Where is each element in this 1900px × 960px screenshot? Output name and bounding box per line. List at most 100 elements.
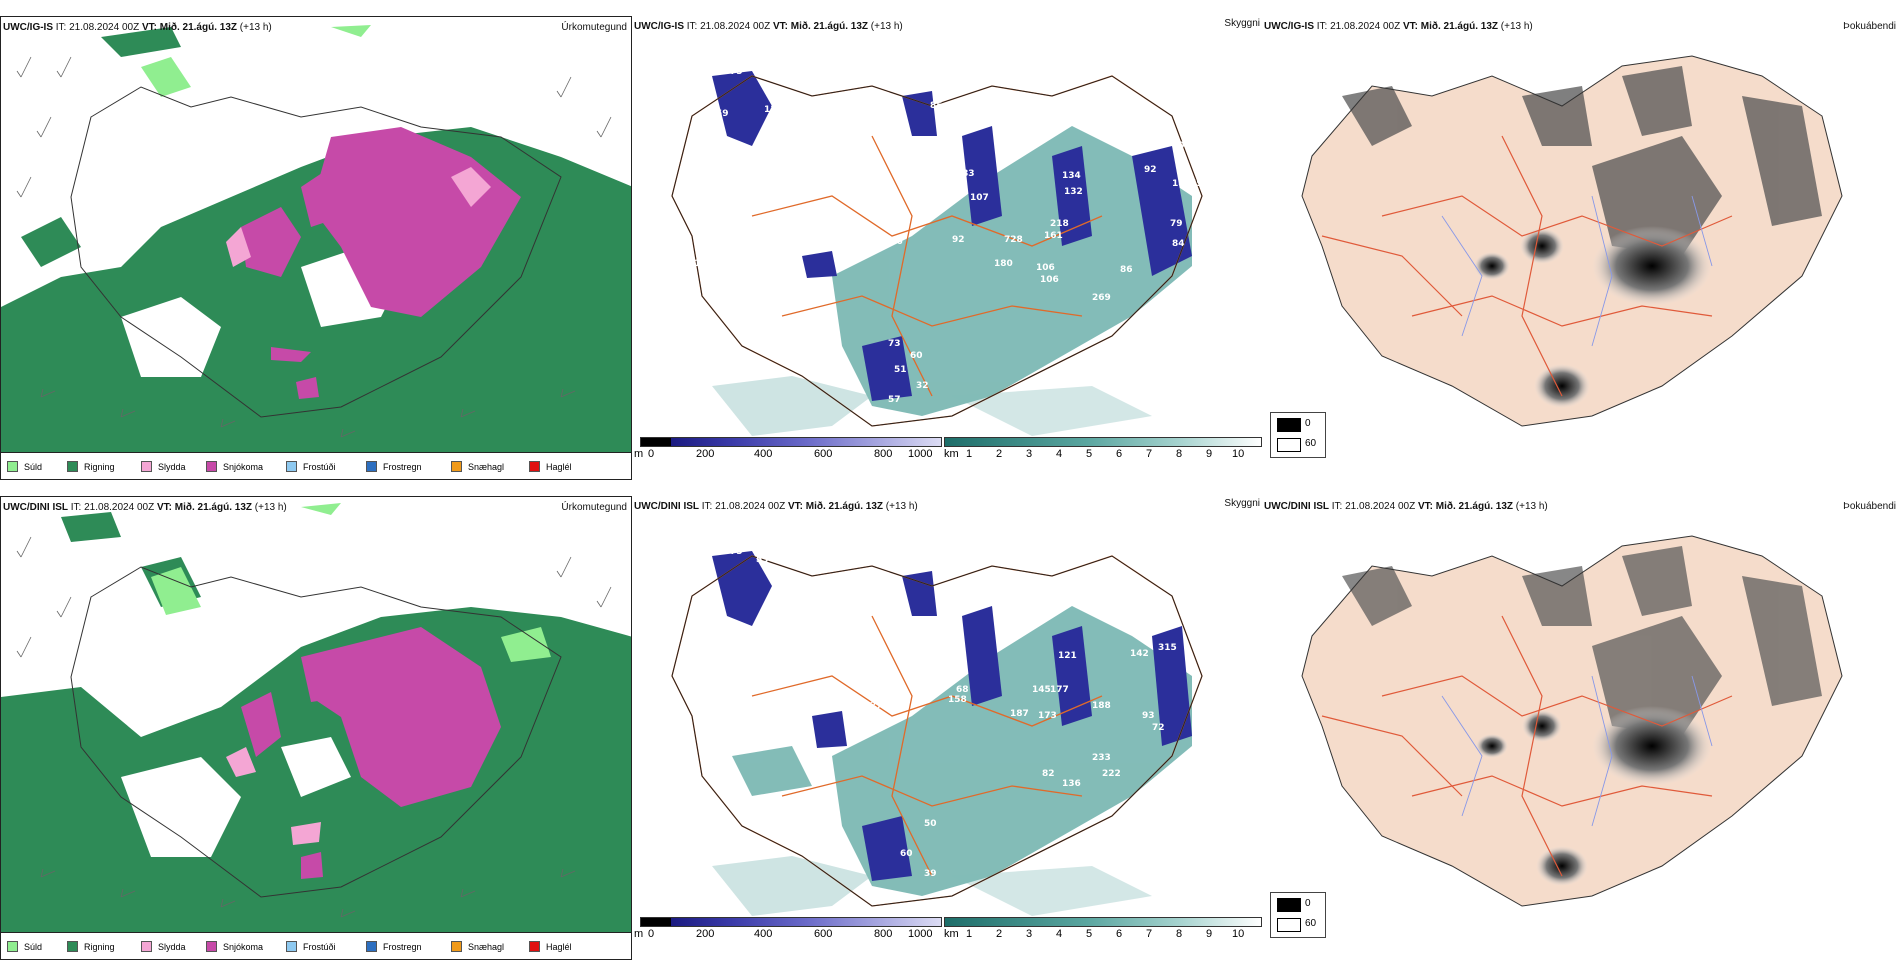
height-tick: 600 — [814, 928, 833, 940]
elevation-label: 101 — [784, 113, 803, 123]
legend-item: Frostúði — [286, 941, 336, 952]
vis-tick: 8 — [1176, 448, 1183, 460]
lead-time: (+13 h) — [239, 22, 272, 33]
legend-swatch — [206, 461, 217, 472]
vt-label: VT: — [156, 502, 172, 513]
legend-item: Snjókoma — [206, 941, 263, 952]
elevation-label: 92 — [1144, 165, 1157, 175]
legend-swatch — [7, 941, 18, 952]
precip-type-panel-top: UWC/IG-IS IT: 21.08.2024 00Z VT: Mið. 21… — [0, 16, 632, 480]
height-tick: 0 — [648, 448, 655, 460]
elevation-label: 92 — [952, 235, 965, 245]
elevation-label: 75 — [730, 67, 743, 77]
elevation-label: 53 — [756, 555, 769, 565]
elevation-label: 61 — [688, 259, 701, 269]
elevation-label: 50 — [924, 819, 937, 829]
elevation-label: 39 — [924, 869, 937, 879]
vt-value: Mið. 21.ágú. 13Z — [1435, 501, 1513, 512]
fog-legend: 0 60 — [1270, 892, 1326, 938]
height-tick: 600 — [814, 448, 833, 460]
panel-title: UWC/IG-IS IT: 21.08.2024 00Z VT: Mið. 21… — [634, 21, 903, 32]
it-value: 21.08.2024 00Z — [69, 22, 140, 33]
fog-swatch-high — [1277, 418, 1301, 432]
vt-label: VT: — [772, 21, 788, 32]
legend-item: Rigning — [67, 941, 115, 952]
visibility-colorbar — [944, 437, 1262, 447]
vis-tick: 5 — [1086, 928, 1093, 940]
legend-item: Súld — [7, 461, 42, 472]
vis-tick: 5 — [1086, 448, 1093, 460]
height-tick: 1000 — [908, 928, 933, 940]
it-label: IT: — [1331, 501, 1343, 512]
vis-tick: 4 — [1056, 928, 1063, 940]
elevation-label: 161 — [1044, 231, 1063, 241]
height-tick: 200 — [696, 928, 715, 940]
elevation-label: 85 — [930, 101, 943, 111]
it-value: 21.08.2024 00Z — [1345, 501, 1416, 512]
height-colorbar — [640, 437, 942, 447]
model-name: UWC/IG-IS — [1264, 21, 1314, 32]
elevation-label: 98 — [952, 185, 965, 195]
legend-swatch — [529, 941, 540, 952]
legend-item: Frostúði — [286, 461, 336, 472]
legend-swatch — [451, 941, 462, 952]
it-value: 21.08.2024 00Z — [700, 21, 771, 32]
elevation-label: 73 — [888, 339, 901, 349]
elevation-label: 59 — [716, 109, 729, 119]
lead-time: (+13 h) — [1515, 501, 1548, 512]
model-name: UWC/DINI ISL — [634, 501, 699, 512]
product-name: Skyggni — [1224, 498, 1260, 509]
height-tick: 1000 — [908, 448, 933, 460]
height-tick: 400 — [754, 448, 773, 460]
panel-title: UWC/DINI ISL IT: 21.08.2024 00Z VT: Mið.… — [1264, 501, 1548, 512]
vis-tick: 7 — [1146, 928, 1153, 940]
precip-type-map-top — [1, 17, 631, 479]
elevation-label: 82 — [1042, 769, 1055, 779]
legend-swatch — [67, 461, 78, 472]
fog-swatch-low — [1277, 438, 1301, 452]
vis-tick: 10 — [1232, 448, 1245, 460]
fog-high-label: 0 — [1305, 898, 1311, 909]
elevation-label: 134 — [1062, 171, 1081, 181]
vis-tick: 2 — [996, 448, 1003, 460]
elevation-label: 315 — [1158, 643, 1177, 653]
vis-tick: 1 — [966, 448, 973, 460]
panel-title: UWC/IG-IS IT: 21.08.2024 00Z VT: Mið. 21… — [3, 22, 272, 33]
precip-legend: Súld Rigning Slydda Snjókoma Frostúði Fr… — [1, 932, 631, 959]
elevation-label: 79 — [1170, 219, 1183, 229]
vis-tick: 3 — [1026, 928, 1033, 940]
it-label: IT: — [686, 21, 698, 32]
elevation-label: 233 — [1092, 753, 1111, 763]
elevation-label: 173 — [1038, 711, 1057, 721]
legend-item: Snæhagl — [451, 941, 504, 952]
vt-label: VT: — [141, 22, 157, 33]
elevation-label: 161 — [780, 633, 799, 643]
vis-tick: 8 — [1176, 928, 1183, 940]
fog-indicator-map-top — [1262, 16, 1900, 480]
product-name: Þokuábendi — [1843, 21, 1896, 32]
height-tick: 200 — [696, 448, 715, 460]
elevation-label: 54 — [782, 593, 795, 603]
legend-swatch — [286, 461, 297, 472]
model-name: UWC/DINI ISL — [1264, 501, 1329, 512]
vt-value: Mið. 21.ágú. 13Z — [790, 21, 868, 32]
elevation-label: 121 — [1058, 651, 1077, 661]
lead-time: (+13 h) — [885, 501, 918, 512]
legend-item: Rigning — [67, 461, 115, 472]
panel-title: UWC/DINI ISL IT: 21.08.2024 00Z VT: Mið.… — [634, 501, 918, 512]
elevation-label: 159 — [1184, 179, 1203, 189]
lead-time: (+13 h) — [254, 502, 287, 513]
fog-high-label: 0 — [1305, 418, 1311, 429]
legend-swatch — [67, 941, 78, 952]
fog-low-label: 60 — [1305, 918, 1317, 929]
legend-swatch — [7, 461, 18, 472]
elevation-label: 86 — [1120, 265, 1133, 275]
legend-swatch — [286, 941, 297, 952]
legend-item: Haglél — [529, 461, 572, 472]
it-value: 21.08.2024 00Z — [1330, 21, 1401, 32]
legend-swatch — [141, 941, 152, 952]
fog-indicator-panel-top: UWC/IG-IS IT: 21.08.2024 00Z VT: Mið. 21… — [1262, 16, 1900, 480]
vis-tick: 4 — [1056, 448, 1063, 460]
height-tick: 800 — [874, 928, 893, 940]
